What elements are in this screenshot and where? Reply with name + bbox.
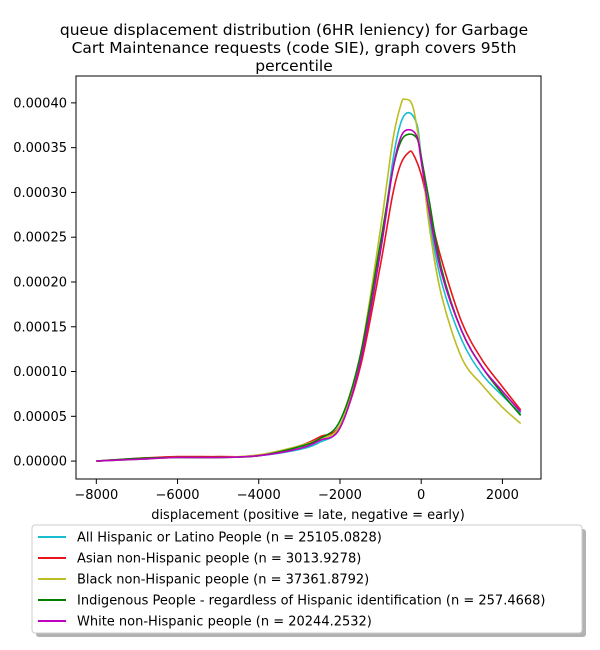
y-tick-label: 0.00000 — [13, 455, 67, 470]
legend-box — [31, 524, 583, 634]
x-axis-ticks: −8000 −6000 −4000 −2000 0 2000 — [74, 479, 519, 503]
y-tick-label: 0.00025 — [13, 231, 67, 246]
chart-title-line-1: queue displacement distribution (6HR len… — [60, 21, 528, 39]
series-line-3 — [96, 98, 522, 462]
x-tick-label: −6000 — [156, 488, 200, 503]
chart-title-line-3: percentile — [255, 57, 333, 75]
x-tick-label: −8000 — [74, 488, 118, 503]
x-tick-label: −2000 — [318, 488, 362, 503]
legend-label-2: Asian non-Hispanic people (n = 3013.9278… — [77, 552, 361, 567]
legend-label-3: Black non-Hispanic people (n = 37361.879… — [77, 573, 369, 588]
y-tick-label: 0.00015 — [13, 320, 67, 335]
x-axis-label: displacement (positive = late, negative … — [151, 508, 465, 523]
x-tick-label: 0 — [417, 488, 425, 503]
chart-title-line-2: Cart Maintenance requests (code SIE), gr… — [72, 39, 517, 57]
series-line-1 — [96, 111, 522, 462]
y-tick-label: 0.00035 — [13, 141, 67, 156]
legend-items: All Hispanic or Latino People (n = 25105… — [38, 531, 546, 630]
series-line-2 — [96, 150, 522, 462]
plot-area — [75, 75, 542, 480]
series-line-5 — [96, 128, 522, 462]
chart-title: queue displacement distribution (6HR len… — [60, 21, 528, 75]
y-tick-label: 0.00030 — [13, 186, 67, 201]
axes-frame — [75, 75, 542, 480]
series-lines — [96, 98, 522, 462]
y-tick-label: 0.00040 — [13, 96, 67, 111]
x-tick-label: 2000 — [486, 488, 519, 503]
legend-label-4: Indigenous People - regardless of Hispan… — [77, 594, 546, 609]
legend-label-5: White non-Hispanic people (n = 20244.253… — [77, 615, 372, 630]
y-tick-label: 0.00020 — [13, 275, 67, 290]
y-axis-ticks: 0.00000 0.00005 0.00010 0.00015 0.00020 0.000… — [13, 96, 76, 470]
legend-label-1: All Hispanic or Latino People (n = 25105… — [77, 531, 382, 546]
y-tick-label: 0.00010 — [13, 365, 67, 380]
legend: All Hispanic or Latino People (n = 25105… — [31, 524, 586, 637]
y-tick-label: 0.00005 — [13, 410, 67, 425]
series-line-4 — [96, 133, 522, 462]
x-tick-label: −4000 — [237, 488, 281, 503]
